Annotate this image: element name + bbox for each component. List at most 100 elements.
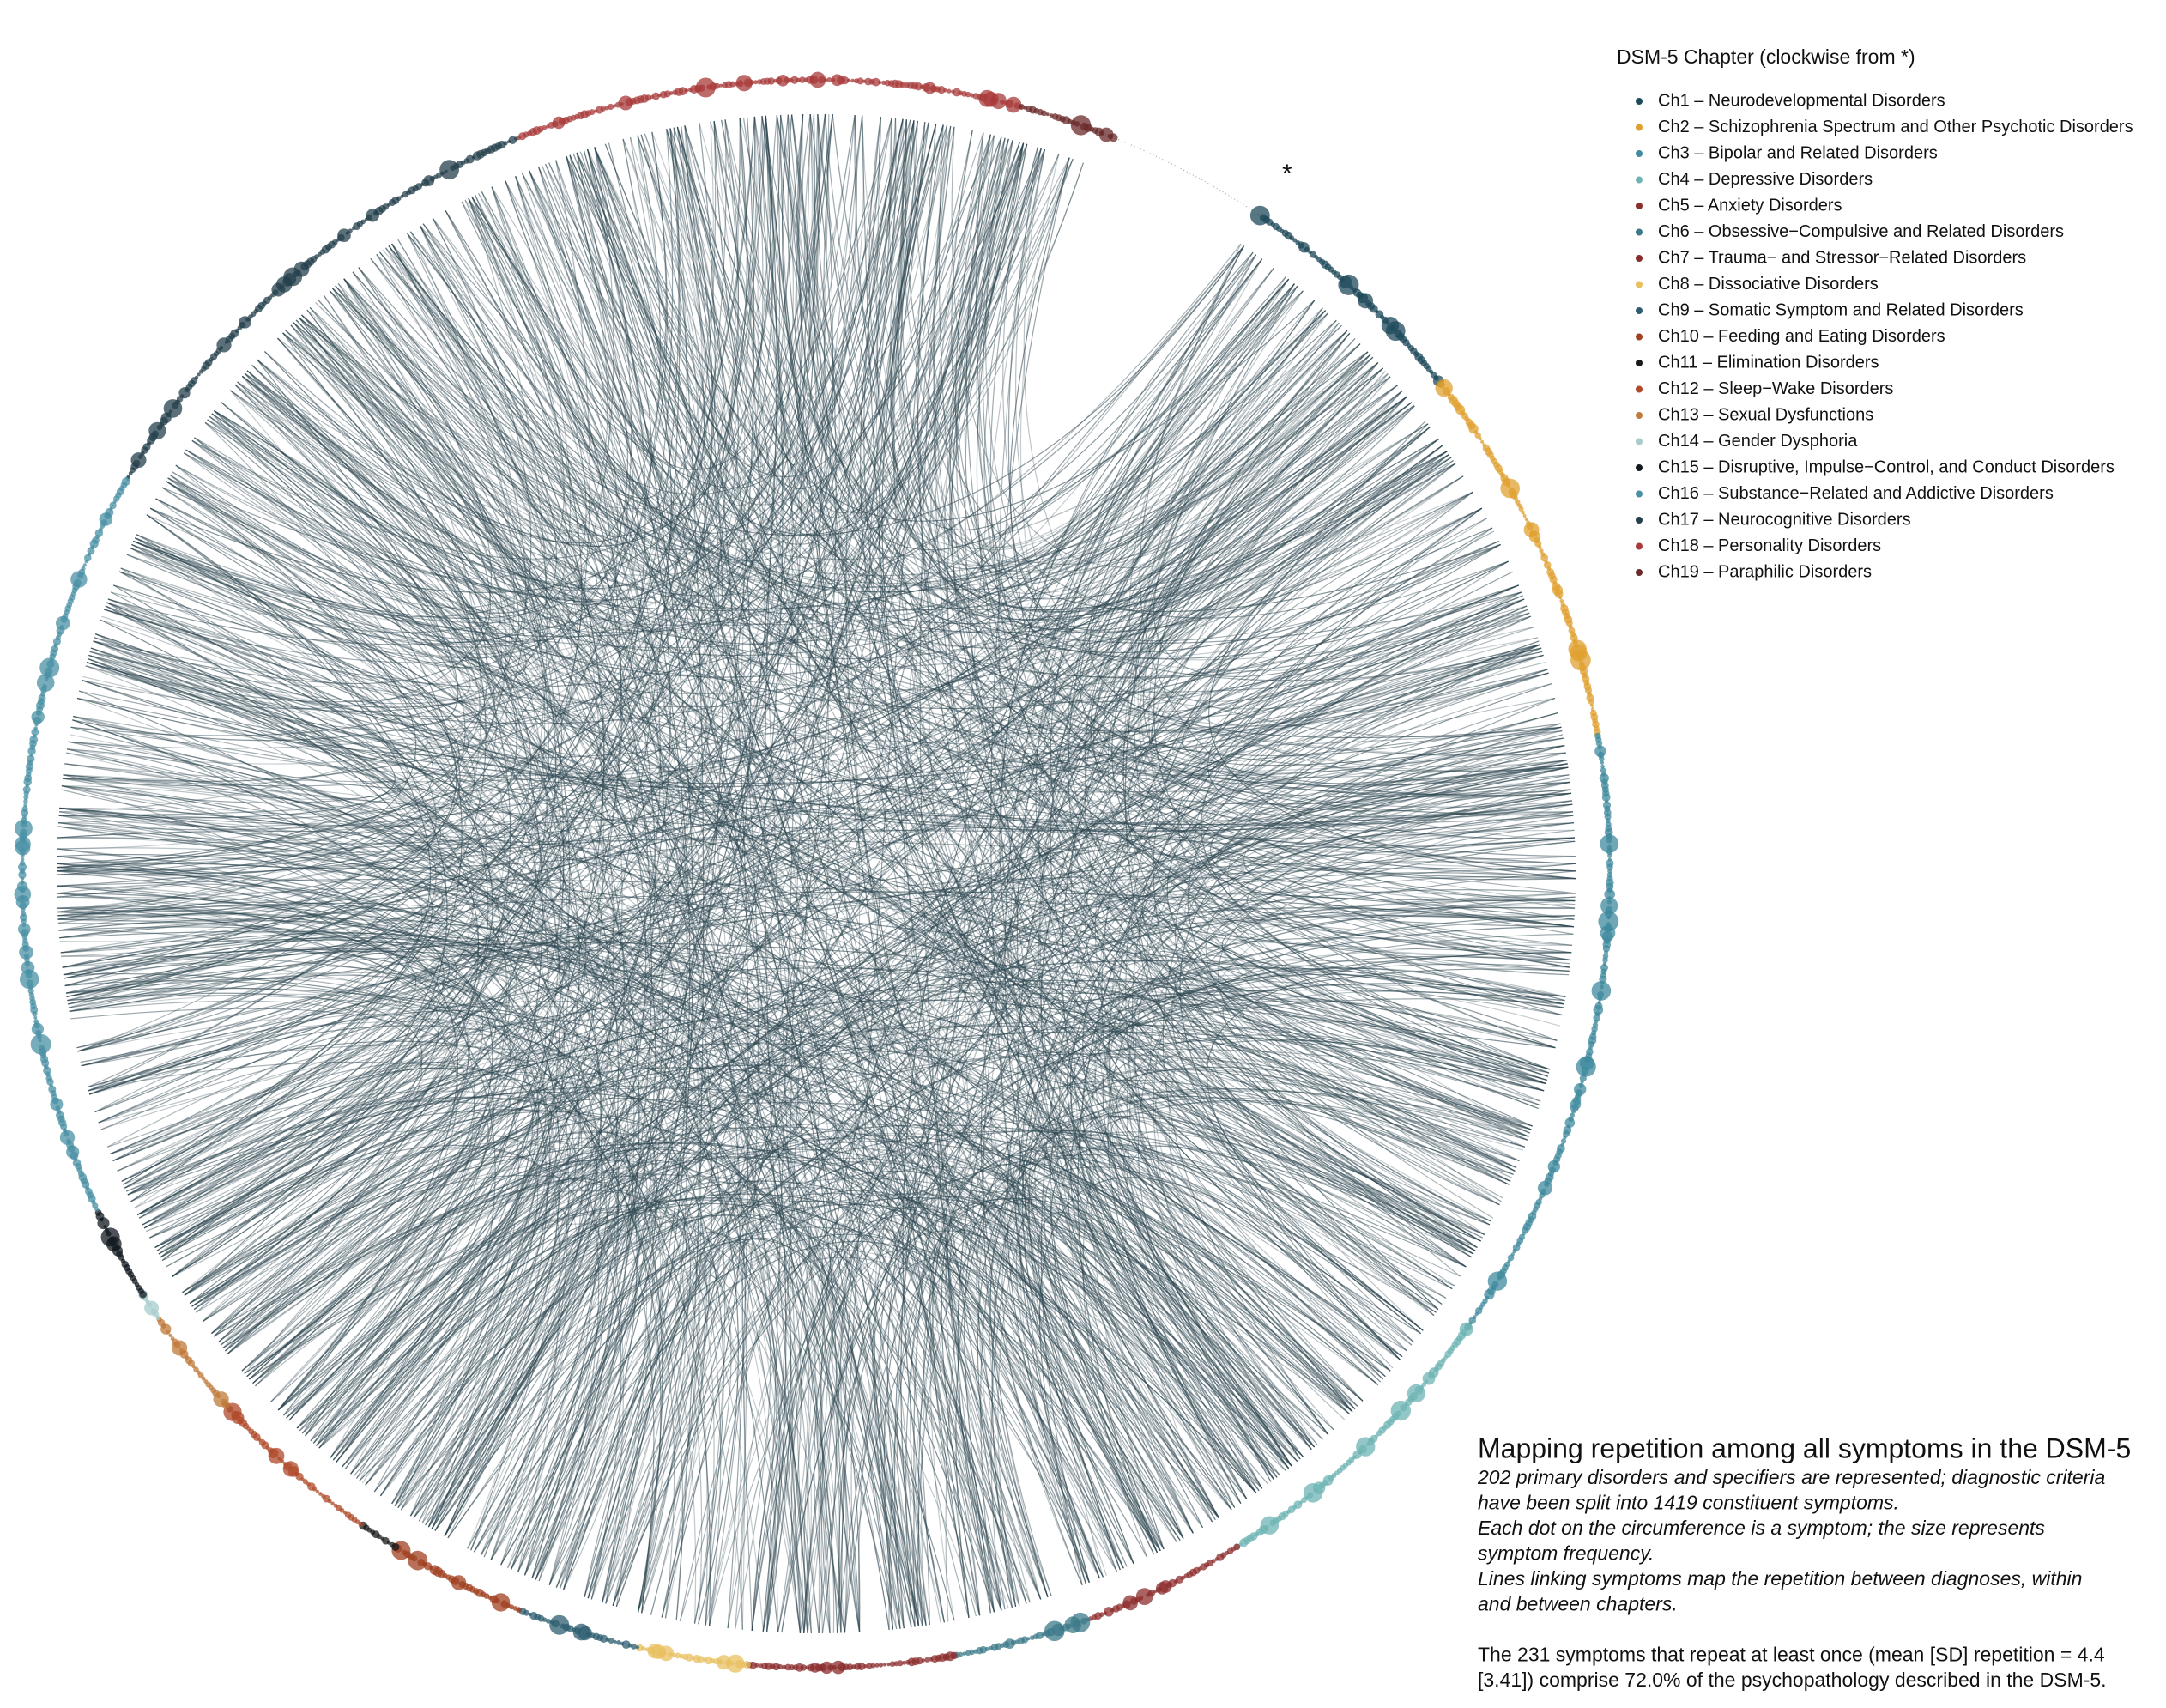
chord <box>379 889 1576 1497</box>
chord <box>61 243 579 815</box>
chord <box>56 811 1574 869</box>
symptom-dot <box>726 1654 745 1673</box>
chord <box>388 245 1443 633</box>
chord <box>117 1052 905 1629</box>
legend-dot <box>1636 176 1643 184</box>
chord <box>57 863 1353 1413</box>
symptom-dot <box>1512 1248 1517 1253</box>
chord <box>68 974 580 1511</box>
chord <box>82 675 1576 864</box>
chord <box>898 120 1361 563</box>
chord <box>78 690 1574 826</box>
symptom-dot <box>831 1660 845 1675</box>
chord <box>67 992 423 1277</box>
chord <box>684 125 955 536</box>
symptom-dot <box>883 1663 886 1667</box>
chord <box>892 124 1450 611</box>
chord <box>110 317 487 1154</box>
chord <box>684 125 1572 808</box>
chord <box>803 113 1572 796</box>
chord <box>263 351 1476 1251</box>
chord <box>590 1257 1184 1600</box>
chord <box>343 278 1384 611</box>
symptom-dot <box>669 91 674 95</box>
chord <box>149 115 771 593</box>
chord <box>277 117 881 1411</box>
chord <box>1017 343 1361 1565</box>
symptom-dot <box>20 860 26 866</box>
chord <box>57 885 1353 1413</box>
chord <box>803 963 1570 1633</box>
chord <box>130 116 755 1202</box>
chord <box>81 148 1042 1067</box>
chord <box>277 507 1483 1411</box>
chord <box>335 285 1570 798</box>
chord <box>761 116 1060 513</box>
chord <box>252 225 623 1384</box>
chord <box>523 354 1371 1576</box>
chord <box>86 157 1070 718</box>
chord <box>669 128 705 1620</box>
chord <box>237 125 952 555</box>
chord <box>88 1040 598 1531</box>
chord <box>983 285 1298 1596</box>
chord <box>854 115 1408 613</box>
chord <box>517 115 777 1573</box>
chord <box>427 1232 901 1629</box>
chord <box>285 115 858 551</box>
chord <box>569 154 1473 633</box>
chord <box>875 117 955 535</box>
chord <box>88 257 573 1092</box>
chord <box>255 1141 571 1486</box>
chord <box>480 1231 720 1604</box>
chord <box>94 637 1532 1130</box>
symptom-dot <box>790 76 799 84</box>
chord <box>63 939 1124 1569</box>
symptom-dot <box>874 1663 880 1668</box>
chord <box>629 136 1184 1539</box>
chord <box>605 396 1407 1604</box>
chord <box>63 774 1242 1505</box>
chord <box>88 651 437 1095</box>
chord <box>146 370 502 635</box>
chord <box>359 115 863 1481</box>
chord <box>900 438 1439 1626</box>
chord <box>299 560 1510 1432</box>
chord <box>1122 290 1424 1331</box>
legend-label: Ch7 – Trauma− and Stressor−Related Disor… <box>1658 248 2026 267</box>
chord <box>757 116 945 1623</box>
chord <box>1050 276 1327 570</box>
symptom-dot <box>342 1511 348 1515</box>
chord <box>461 201 688 1573</box>
chord <box>902 119 1563 738</box>
chord <box>820 1248 1219 1633</box>
chord <box>136 534 493 1239</box>
symptom-dot <box>1109 133 1118 142</box>
chord <box>185 449 1511 1182</box>
chord <box>224 1131 1013 1608</box>
symptom-dot <box>330 1501 335 1505</box>
symptom-dot <box>1558 596 1563 600</box>
symptom-dot <box>1588 1040 1595 1048</box>
chord <box>1128 373 1565 1005</box>
chord <box>88 1010 657 1580</box>
chord <box>477 134 735 518</box>
chord <box>1128 986 1550 1255</box>
chord <box>912 1148 1443 1627</box>
chord <box>56 332 488 875</box>
symptom-dot <box>989 1645 994 1650</box>
symptom-dot <box>937 86 946 94</box>
chord <box>886 774 1570 1627</box>
chord <box>397 1178 820 1634</box>
chord <box>172 267 546 1277</box>
chord <box>1218 800 1573 1206</box>
symptom-dot <box>1041 110 1047 117</box>
chord <box>112 1058 707 1614</box>
chord <box>76 697 1565 817</box>
chord <box>126 554 1574 935</box>
chord <box>1082 763 1568 1431</box>
chord <box>566 156 1248 1500</box>
chord <box>229 390 764 1632</box>
chord <box>58 919 981 1616</box>
chord <box>976 142 1500 1206</box>
